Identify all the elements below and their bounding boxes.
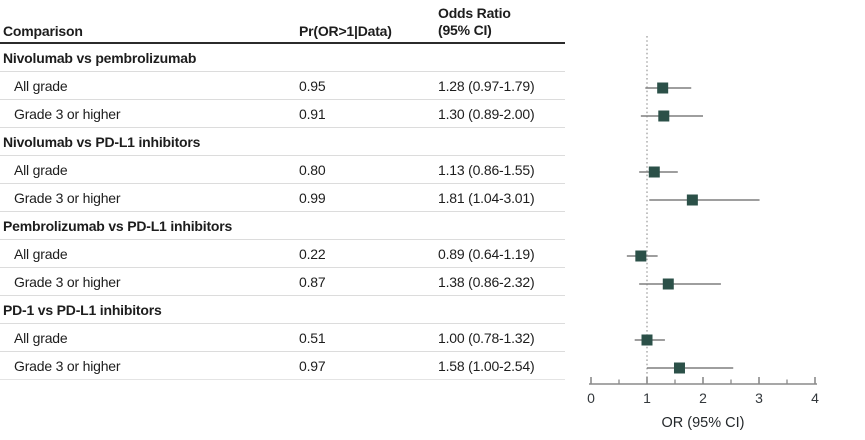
row-label: All grade: [14, 77, 68, 94]
header-pr: Pr(OR>1|Data): [299, 23, 392, 39]
row-or-ci-value: 1.38 (0.86-2.32): [438, 273, 535, 290]
section-label: Pembrolizumab vs PD-L1 inhibitors: [3, 217, 233, 234]
row-label: All grade: [14, 161, 68, 178]
forest-marker: [686, 194, 698, 206]
header-comparison: Comparison: [3, 23, 83, 39]
row-pr-value: 0.97: [299, 357, 326, 374]
x-axis-tick-label: 0: [587, 390, 595, 406]
row-or-ci-value: 0.89 (0.64-1.19): [438, 245, 535, 262]
table-row: Grade 3 or higher 0.91 1.30 (0.89-2.00): [0, 100, 565, 128]
row-or-ci-value: 1.13 (0.86-1.55): [438, 161, 535, 178]
section-header: PD-1 vs PD-L1 inhibitors: [0, 296, 565, 324]
section-header: Nivolumab vs PD-L1 inhibitors: [0, 128, 565, 156]
forest-marker: [635, 250, 647, 262]
x-axis-tick-label: 3: [755, 390, 763, 406]
row-or-ci-value: 1.81 (1.04-3.01): [438, 189, 535, 206]
row-pr-value: 0.95: [299, 77, 326, 94]
row-label: Grade 3 or higher: [14, 105, 121, 122]
table-header-row: Comparison Pr(OR>1|Data) Odds Ratio (95%…: [0, 0, 565, 44]
table-row: All grade 0.51 1.00 (0.78-1.32): [0, 324, 565, 352]
row-or-ci-value: 1.00 (0.78-1.32): [438, 329, 535, 346]
row-or-ci-value: 1.28 (0.97-1.79): [438, 77, 535, 94]
row-pr-value: 0.87: [299, 273, 326, 290]
row-or-ci-value: 1.30 (0.89-2.00): [438, 105, 535, 122]
x-axis-tick-label: 2: [699, 390, 707, 406]
table-row: Grade 3 or higher 0.97 1.58 (1.00-2.54): [0, 352, 565, 380]
row-pr-value: 0.91: [299, 105, 326, 122]
forest-marker: [657, 82, 669, 94]
row-label: All grade: [14, 329, 68, 346]
table-row: All grade 0.95 1.28 (0.97-1.79): [0, 72, 565, 100]
comparison-table: Comparison Pr(OR>1|Data) Odds Ratio (95%…: [0, 0, 565, 380]
forest-marker: [662, 278, 674, 290]
row-label: Grade 3 or higher: [14, 357, 121, 374]
row-label: Grade 3 or higher: [14, 189, 121, 206]
table-row: Grade 3 or higher 0.99 1.81 (1.04-3.01): [0, 184, 565, 212]
row-pr-value: 0.99: [299, 189, 326, 206]
header-odds-ratio: Odds Ratio (95% CI): [438, 5, 565, 42]
row-pr-value: 0.80: [299, 161, 326, 178]
table-row: Grade 3 or higher 0.87 1.38 (0.86-2.32): [0, 268, 565, 296]
table-row: All grade 0.22 0.89 (0.64-1.19): [0, 240, 565, 268]
table-row: All grade 0.80 1.13 (0.86-1.55): [0, 156, 565, 184]
section-label: Nivolumab vs pembrolizumab: [3, 49, 197, 66]
row-label: All grade: [14, 245, 68, 262]
row-pr-value: 0.51: [299, 329, 326, 346]
section-header: Pembrolizumab vs PD-L1 inhibitors: [0, 212, 565, 240]
forest-marker: [673, 362, 685, 374]
section-header: Nivolumab vs pembrolizumab: [0, 44, 565, 72]
forest-marker: [648, 166, 660, 178]
row-or-ci-value: 1.58 (1.00-2.54): [438, 357, 535, 374]
x-axis-tick-label: 4: [811, 390, 819, 406]
section-label: PD-1 vs PD-L1 inhibitors: [3, 301, 162, 318]
x-axis-tick-label: 1: [643, 390, 651, 406]
section-label: Nivolumab vs PD-L1 inhibitors: [3, 133, 201, 150]
x-axis-title: OR (95% CI): [662, 415, 745, 431]
row-label: Grade 3 or higher: [14, 273, 121, 290]
row-pr-value: 0.22: [299, 245, 326, 262]
header-odds-ratio-line2: (95% CI): [438, 22, 492, 38]
header-odds-ratio-line1: Odds Ratio: [438, 5, 511, 21]
forest-marker: [641, 334, 653, 346]
forest-marker: [658, 110, 670, 122]
